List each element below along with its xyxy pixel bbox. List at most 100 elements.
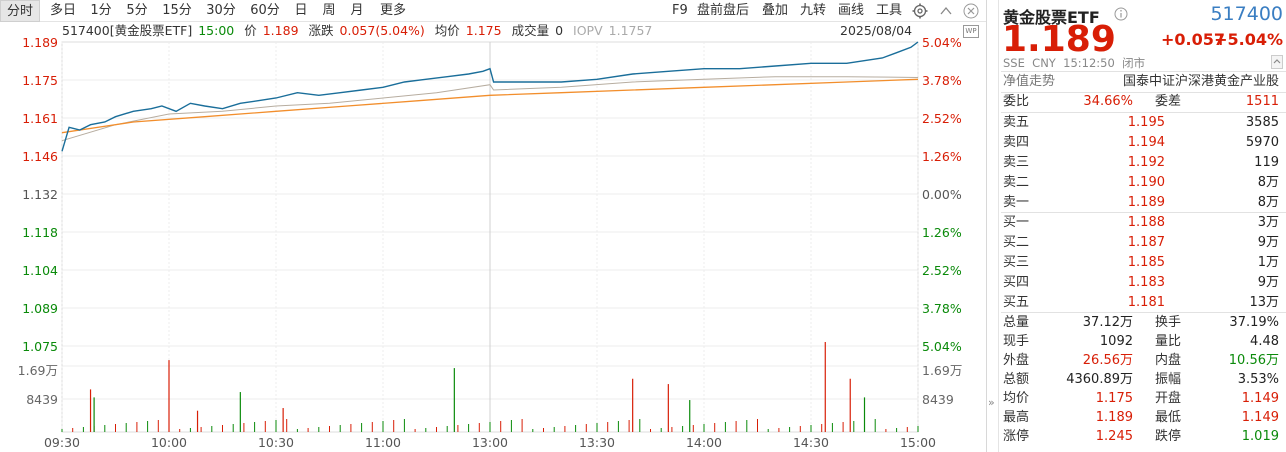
scroll-up-icon[interactable] — [1271, 55, 1283, 69]
stat-value: 1.019 — [1241, 429, 1279, 444]
stat-row: 总量 37.12万 换手 37.19% — [1001, 313, 1283, 333]
ask-row[interactable]: 卖三 1.192 119 — [1001, 153, 1283, 173]
bid-row[interactable]: 买五 1.181 13万 — [1001, 293, 1283, 313]
x-time-label: 10:30 — [258, 435, 294, 450]
draw-line-button[interactable]: 画线 — [838, 3, 865, 18]
bid-row[interactable]: 买二 1.187 9万 — [1001, 233, 1283, 253]
bid-row[interactable]: 买一 1.188 3万 — [1001, 213, 1283, 233]
level-volume: 8万 — [1257, 175, 1279, 190]
f9-button[interactable]: F9 — [672, 3, 688, 18]
y-pct-label: 2.52% — [922, 111, 962, 126]
weicha-value: 1511 — [1245, 94, 1279, 109]
level-price: 1.192 — [1127, 155, 1165, 170]
level-label: 卖四 — [1003, 135, 1030, 150]
stat-row: 现手 1092 量比 4.48 — [1001, 332, 1283, 352]
level-volume: 5970 — [1245, 135, 1279, 150]
nine-turn-button[interactable]: 九转 — [800, 3, 827, 18]
level-label: 买三 — [1003, 255, 1030, 270]
tab-fenshi[interactable]: 分时 — [0, 0, 40, 22]
ask-row[interactable]: 卖四 1.194 5970 — [1001, 133, 1283, 153]
stat-value: 3.53% — [1237, 372, 1279, 387]
tab-5min[interactable]: 5分 — [126, 3, 148, 18]
stat-value: 1092 — [1099, 334, 1133, 349]
expand-icon[interactable]: » — [988, 396, 995, 409]
stat-label: 最高 — [1003, 410, 1030, 425]
level-volume: 8万 — [1257, 195, 1279, 210]
level-volume: 13万 — [1249, 295, 1279, 310]
y-price-label: 1.118 — [22, 225, 58, 240]
collapse-up-icon[interactable] — [938, 3, 954, 19]
stat-value: 37.12万 — [1082, 315, 1133, 330]
level-label: 卖三 — [1003, 155, 1030, 170]
tab-month[interactable]: 月 — [350, 3, 364, 18]
wp-icon[interactable]: WP — [963, 25, 979, 38]
bid-row[interactable]: 买四 1.183 9万 — [1001, 273, 1283, 293]
tab-multi-day[interactable]: 多日 — [49, 3, 76, 18]
weibi-label: 委比 — [1003, 94, 1030, 109]
security-code: 517400 — [1210, 3, 1283, 25]
level-price: 1.181 — [1127, 295, 1165, 310]
premarket-button[interactable]: 盘前盘后 — [697, 3, 750, 18]
security-name: 黄金股票ETF — [1003, 8, 1100, 27]
chart-info-row: 517400[黄金股票ETF] 15:00 价 1.189 涨跌 0.057(5.04… — [62, 22, 658, 40]
stat-value: 1.149 — [1241, 391, 1279, 406]
weibi-row: 委比 34.66% 委差 1511 — [1001, 92, 1283, 112]
change-value: 0.057(5.04%) — [339, 23, 425, 38]
x-axis-time-labels: 09:30 10:00 10:30 11:00 13:00 13:30 14:00 14:30… — [44, 435, 936, 450]
tab-week[interactable]: 周 — [322, 3, 336, 18]
tab-15min[interactable]: 15分 — [162, 3, 192, 18]
index-name: 国泰中证沪深港黄金产业股 — [1122, 74, 1279, 89]
volume-label: 成交量 — [511, 23, 550, 38]
y-pct-label: 1.26% — [922, 149, 962, 164]
overlay-button[interactable]: 叠加 — [762, 3, 789, 18]
y-price-label: 1.104 — [22, 263, 58, 278]
ask-row[interactable]: 卖五 1.195 3585 — [1001, 113, 1283, 133]
intraday-chart[interactable]: 1.189 1.175 1.161 1.146 1.132 1.118 1.104 1.089… — [0, 38, 986, 452]
y-price-label: 1.089 — [22, 301, 58, 316]
chart-series — [61, 41, 919, 152]
settings-gear-icon[interactable] — [912, 3, 928, 19]
change-label: 涨跌 — [308, 23, 334, 38]
chart-date: 2025/08/04 — [840, 23, 913, 38]
ask-row[interactable]: 卖二 1.190 8万 — [1001, 173, 1283, 193]
level-price: 1.190 — [1127, 175, 1165, 190]
tab-day[interactable]: 日 — [294, 3, 308, 18]
last-price: 1.189 — [1002, 19, 1116, 60]
level-label: 卖一 — [1003, 195, 1030, 210]
toolbar: 分时 多日 1分 5分 15分 30分 60分 日 周 月 更多 F9 盘前盘后… — [0, 0, 986, 22]
stat-label: 量比 — [1155, 334, 1182, 349]
trend-link[interactable]: 净值走势 — [1003, 74, 1056, 89]
y-price-label: 1.075 — [22, 339, 58, 354]
stat-label: 总量 — [1003, 315, 1030, 330]
ask-row[interactable]: 卖一 1.189 8万 — [1001, 193, 1283, 213]
avg-price-line — [61, 78, 919, 134]
panel-collapse-strip[interactable]: » — [987, 0, 999, 452]
x-time-label: 13:30 — [579, 435, 615, 450]
info-icon[interactable] — [1114, 7, 1128, 21]
y-pct-label: 5.04% — [922, 38, 962, 50]
y-axis-pct-labels: 5.04% 3.78% 2.52% 1.26% 0.00% 1.26% 2.52% 3.78%… — [922, 38, 962, 354]
stat-label: 涨停 — [1003, 429, 1030, 444]
bid-row[interactable]: 买三 1.185 1万 — [1001, 253, 1283, 273]
tab-60min[interactable]: 60分 — [250, 3, 280, 18]
volume-axis-label: 1.69万 — [18, 363, 58, 378]
level-volume: 119 — [1254, 155, 1279, 170]
volume-axis-label: 8439 — [922, 392, 954, 407]
tab-more[interactable]: 更多 — [379, 3, 406, 18]
stat-row: 外盘 26.56万 内盘 10.56万 — [1001, 351, 1283, 371]
security-code-name: 517400[黄金股票ETF] — [62, 23, 193, 38]
y-axis-price-labels: 1.189 1.175 1.161 1.146 1.132 1.118 1.104 1.089… — [22, 38, 58, 354]
tools-button[interactable]: 工具 — [876, 3, 903, 18]
level-price: 1.185 — [1127, 255, 1165, 270]
tab-30min[interactable]: 30分 — [206, 3, 236, 18]
stat-value: 1.189 — [1095, 410, 1133, 425]
x-time-label: 11:00 — [365, 435, 401, 450]
level-price: 1.183 — [1127, 275, 1165, 290]
level-volume: 3585 — [1245, 115, 1279, 130]
close-icon[interactable] — [963, 3, 979, 19]
stat-row: 总额 4360.89万 振幅 3.53% — [1001, 370, 1283, 390]
tab-1min[interactable]: 1分 — [90, 3, 112, 18]
stat-value: 10.56万 — [1228, 353, 1279, 368]
y-pct-label: 3.78% — [922, 73, 962, 88]
